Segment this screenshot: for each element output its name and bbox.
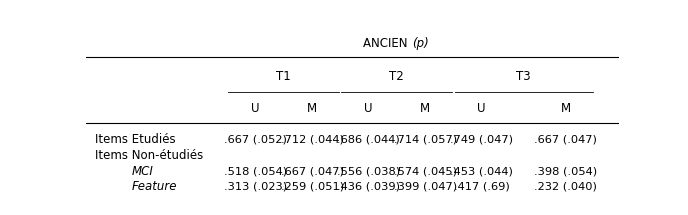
Text: (p): (p) xyxy=(412,37,429,50)
Text: .417 (.69): .417 (.69) xyxy=(454,181,510,191)
Text: T3: T3 xyxy=(517,70,531,83)
Text: .232 (.040): .232 (.040) xyxy=(535,181,597,191)
Text: .399 (.047): .399 (.047) xyxy=(394,181,457,191)
Text: .714 (.057): .714 (.057) xyxy=(394,134,457,144)
Text: U: U xyxy=(477,102,486,115)
Text: Items Non-étudiés: Items Non-étudiés xyxy=(94,149,203,162)
Text: .313 (.023): .313 (.023) xyxy=(224,181,287,191)
Text: MCI: MCI xyxy=(132,165,153,178)
Text: .686 (.044): .686 (.044) xyxy=(337,134,400,144)
Text: .453 (.044): .453 (.044) xyxy=(450,166,513,177)
Text: M: M xyxy=(420,102,430,115)
Text: .556 (.038): .556 (.038) xyxy=(337,166,400,177)
Text: .667 (.052): .667 (.052) xyxy=(224,134,287,144)
Text: ANCIEN: ANCIEN xyxy=(363,37,411,50)
Text: .749 (.047): .749 (.047) xyxy=(450,134,513,144)
Text: U: U xyxy=(365,102,373,115)
Text: M: M xyxy=(307,102,317,115)
Text: .436 (.039): .436 (.039) xyxy=(337,181,400,191)
Text: .398 (.054): .398 (.054) xyxy=(535,166,597,177)
Text: .667 (.047): .667 (.047) xyxy=(281,166,343,177)
Text: .574 (.045): .574 (.045) xyxy=(394,166,457,177)
Text: .518 (.054): .518 (.054) xyxy=(224,166,287,177)
Text: T1: T1 xyxy=(277,70,291,83)
Text: Items Etudiés: Items Etudiés xyxy=(94,133,175,146)
Text: T2: T2 xyxy=(389,70,405,83)
Text: M: M xyxy=(561,102,571,115)
Text: Feature: Feature xyxy=(132,180,178,193)
Text: U: U xyxy=(251,102,260,115)
Text: .712 (.044): .712 (.044) xyxy=(281,134,343,144)
Text: .259 (.051): .259 (.051) xyxy=(281,181,343,191)
Text: .667 (.047): .667 (.047) xyxy=(535,134,597,144)
